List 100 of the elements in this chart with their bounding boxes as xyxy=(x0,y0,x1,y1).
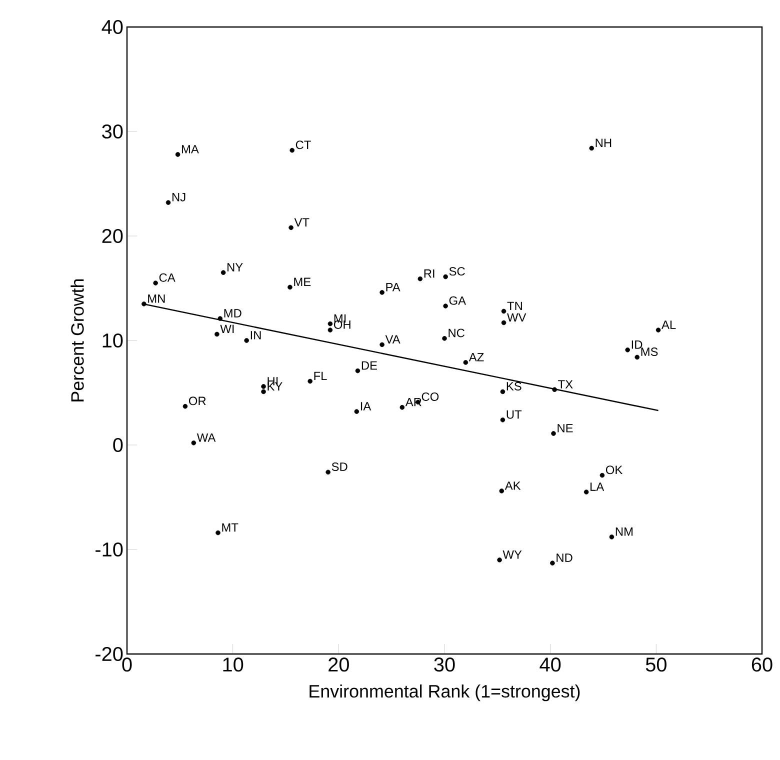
point xyxy=(609,534,614,540)
point xyxy=(500,389,506,394)
annotation: RI xyxy=(424,269,434,278)
point xyxy=(288,225,294,230)
annotation: WY xyxy=(502,550,522,559)
point xyxy=(288,284,292,290)
y-tick-label: 20 xyxy=(102,228,123,244)
y-axis-title: Percent Growth xyxy=(70,279,84,402)
point xyxy=(497,558,502,562)
y-tick-label: 30 xyxy=(102,124,123,139)
y-tick-label: -20 xyxy=(96,646,123,662)
annotation: OR xyxy=(188,396,206,406)
point xyxy=(153,280,158,286)
point xyxy=(261,389,266,394)
annotation: FL xyxy=(314,372,327,380)
x-tick-label: 50 xyxy=(646,658,666,672)
annotation: MA xyxy=(182,145,199,154)
point xyxy=(584,490,589,494)
point xyxy=(500,418,506,422)
x-tick-label: 10 xyxy=(223,658,244,672)
annotation: WA xyxy=(196,433,216,442)
point xyxy=(328,321,333,326)
annotation: IN xyxy=(250,331,261,340)
point xyxy=(380,290,384,295)
annotation: SD xyxy=(332,462,348,471)
point xyxy=(443,274,448,280)
point xyxy=(418,276,423,282)
y-tick-label: 0 xyxy=(113,438,123,452)
point xyxy=(261,384,266,389)
annotation: NY xyxy=(227,263,243,272)
annotation: ND xyxy=(556,554,572,562)
point xyxy=(443,304,448,308)
x-tick-label: 40 xyxy=(540,658,561,672)
annotation: ME xyxy=(294,278,311,286)
point xyxy=(499,488,504,494)
point xyxy=(501,320,506,326)
point xyxy=(166,200,171,205)
annotation: AZ xyxy=(468,353,484,362)
point xyxy=(290,148,294,153)
annotation: MN xyxy=(148,294,165,303)
annotation: MD xyxy=(224,309,242,318)
x-tick-label: 20 xyxy=(328,658,349,672)
point xyxy=(355,368,360,374)
annotation: NJ xyxy=(172,193,186,202)
point xyxy=(244,338,249,343)
annotation: MS xyxy=(641,348,658,356)
annotation: TX xyxy=(558,380,573,388)
point xyxy=(175,152,180,157)
annotation: NH xyxy=(596,138,612,148)
point xyxy=(328,328,333,332)
point xyxy=(550,560,555,566)
point xyxy=(191,440,196,446)
point xyxy=(214,332,220,337)
point xyxy=(656,328,661,332)
annotation: VA xyxy=(385,335,400,344)
point xyxy=(216,530,220,536)
point xyxy=(182,404,188,409)
annotation: TN xyxy=(507,302,522,310)
point xyxy=(589,146,594,151)
annotation: CT xyxy=(296,140,311,150)
annotation: ID xyxy=(632,340,642,349)
annotation: LA xyxy=(590,482,604,491)
annotation: WI xyxy=(220,324,234,334)
annotation: UT xyxy=(506,410,522,419)
point xyxy=(600,472,605,478)
annotation: AK xyxy=(504,482,521,490)
annotation: CA xyxy=(159,273,176,282)
point xyxy=(501,308,506,314)
point xyxy=(326,470,330,475)
y-tick-label: 40 xyxy=(102,20,123,34)
annotation: SC xyxy=(449,267,465,276)
annotation: IA xyxy=(360,402,372,410)
y-tick-label: 10 xyxy=(102,333,123,348)
annotation: VT xyxy=(294,218,310,226)
point xyxy=(463,360,468,365)
annotation: MT xyxy=(222,523,238,532)
point xyxy=(551,431,556,436)
annotation: AL xyxy=(662,320,676,329)
x-axis-title: Environmental Rank (1=strongest) xyxy=(310,684,580,702)
point xyxy=(400,404,405,410)
point xyxy=(142,302,146,306)
y-tick-label: -10 xyxy=(96,542,123,557)
annotation: NC xyxy=(448,328,465,338)
annotation: PA xyxy=(386,283,400,292)
point xyxy=(552,387,557,392)
point xyxy=(380,342,384,348)
point xyxy=(220,270,226,275)
point xyxy=(442,336,447,341)
point xyxy=(625,348,630,352)
annotation: GA xyxy=(449,296,466,305)
annotation: NM xyxy=(616,528,633,536)
x-tick-label: 60 xyxy=(752,658,772,672)
annotation: CO xyxy=(422,392,439,401)
x-tick-label: 30 xyxy=(434,658,455,672)
annotation: NE xyxy=(558,424,573,432)
annotation: WV xyxy=(507,313,526,322)
point xyxy=(218,316,223,321)
point xyxy=(634,354,640,360)
annotation: KS xyxy=(506,382,522,390)
point xyxy=(354,409,360,414)
